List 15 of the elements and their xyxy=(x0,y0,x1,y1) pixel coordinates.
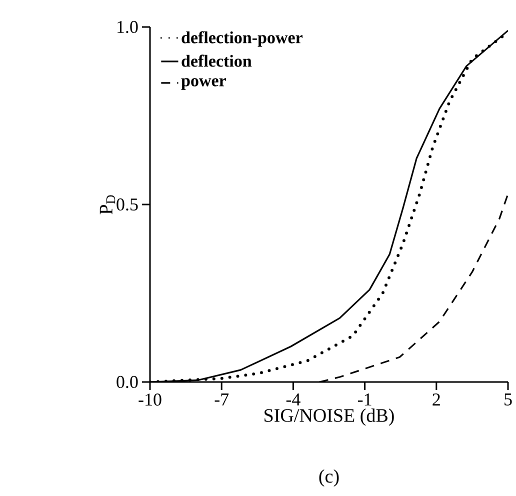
legend-label: power xyxy=(181,78,226,90)
y-tick-label: 1.0 xyxy=(118,20,138,34)
x-tick-label: 5 xyxy=(504,394,512,406)
y-axis-title: P$_{D}$ xyxy=(100,195,116,214)
y-tick-label: 0.5 xyxy=(116,198,138,211)
x-tick-label: -7 xyxy=(214,394,229,406)
x-tick-label: -4 xyxy=(286,394,300,406)
x-axis-title: SIG/NOISE (dB) xyxy=(264,408,394,426)
x-tick-label: -10 xyxy=(138,394,162,406)
legend-label: deflection-power xyxy=(182,31,302,47)
text: (c) xyxy=(319,469,339,487)
x-tick-label: 2 xyxy=(432,394,440,406)
legend-label: deflection xyxy=(182,54,252,67)
y-tick-label: 0.0 xyxy=(116,376,138,388)
x-tick-label: -1 xyxy=(358,394,372,406)
